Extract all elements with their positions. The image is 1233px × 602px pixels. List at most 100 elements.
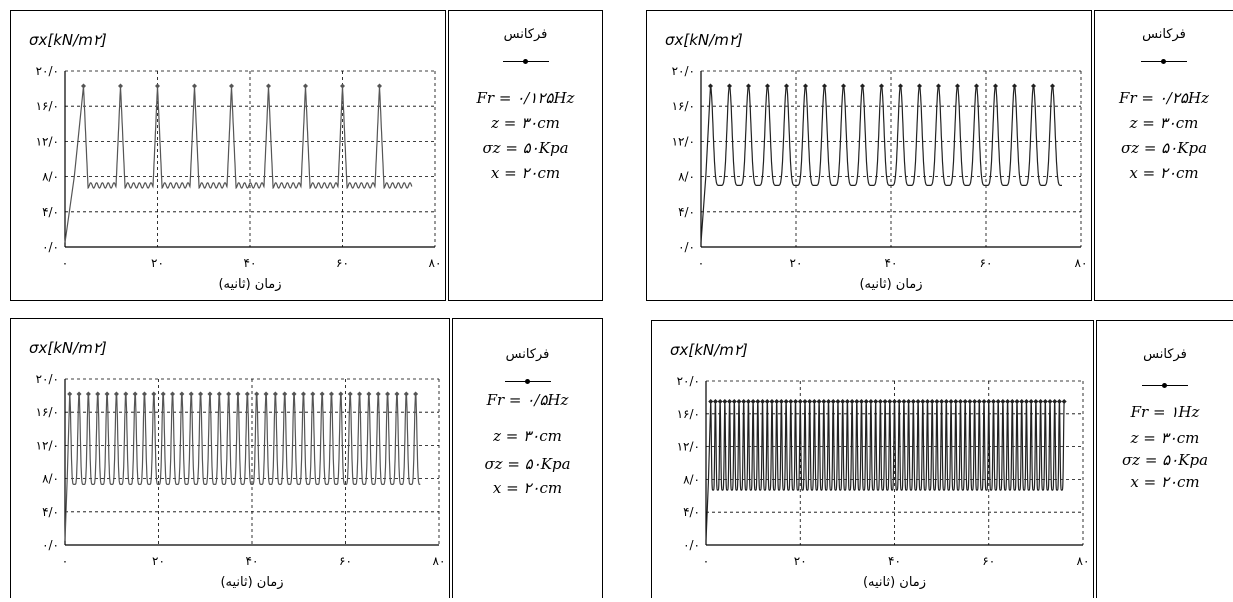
legend-series-marker [1141, 59, 1187, 64]
series-marker [413, 391, 419, 397]
y-tick-label: ۴/۰ [42, 205, 59, 219]
series-marker [811, 399, 817, 404]
y-tick-label: ۱۲/۰ [36, 438, 59, 452]
x-tick-label: ۸۰ [433, 554, 446, 568]
x-tick-label: ۶۰ [980, 256, 993, 270]
legend-title: فرکانس [1143, 347, 1187, 362]
y-tick-label: ۰/۰ [678, 240, 695, 254]
series-marker [303, 83, 308, 89]
series-marker [727, 399, 733, 404]
legend-stress: σz = ۵۰Kpa [484, 455, 571, 473]
series-marker [319, 391, 325, 397]
series-marker [1042, 399, 1048, 404]
series-marker [1000, 399, 1006, 404]
series-marker [981, 399, 987, 404]
series-marker [394, 391, 400, 397]
series-marker [755, 399, 761, 404]
y-tick-label: ۱۲/۰ [677, 440, 700, 454]
series-marker [920, 399, 926, 404]
series-marker [957, 399, 963, 404]
series-marker [179, 391, 185, 397]
series-marker [896, 399, 902, 404]
series-marker [793, 399, 799, 404]
series-marker [868, 399, 874, 404]
series-marker [995, 399, 1001, 404]
series-marker [879, 83, 884, 89]
chart-4: σx[kN/m۲] ۰/۰ ۴/۰ ۸/۰ ۱۲/۰ ۱۶/۰ ۲۰/۰ ۰ ۲۰ ۴۰ ۶۰ ۸۰ ز… [670, 341, 1089, 590]
series-marker [741, 399, 747, 404]
legend-stress: σz = ۵۰Kpa [482, 139, 569, 157]
x-tick-label: ۸۰ [429, 256, 442, 270]
series-marker [67, 391, 73, 397]
series-marker [113, 391, 119, 397]
series-marker [76, 391, 82, 397]
series-marker [300, 391, 306, 397]
series-marker [934, 399, 940, 404]
series-marker [936, 83, 941, 89]
series-marker [188, 391, 194, 397]
y-tick-label: ۸/۰ [42, 170, 59, 184]
legend-panel-3: فرکانس Fr = ۰/۵Hz z = ۳۰cm σz = ۵۰Kpa x … [452, 318, 603, 598]
series-marker [244, 391, 250, 397]
legend-distance: x = ۲۰cm [490, 164, 561, 182]
legend-distance: x = ۲۰cm [1129, 164, 1199, 182]
series-marker [160, 391, 166, 397]
legend-depth: z = ۳۰cm [493, 427, 562, 445]
series-marker [948, 399, 954, 404]
x-tick-label: ۲۰ [790, 256, 803, 270]
x-tick-label: ۲۰ [794, 554, 807, 568]
y-tick-label: ۸/۰ [678, 170, 695, 184]
series-marker [803, 83, 808, 89]
series-marker [910, 399, 916, 404]
series-marker [835, 399, 841, 404]
x-tick-label: ۲۰ [151, 256, 164, 270]
series-marker [727, 83, 732, 89]
x-tick-label: ۴۰ [246, 554, 259, 568]
y-tick-label: ۱۶/۰ [677, 407, 700, 421]
x-tick-label: ۸۰ [1075, 256, 1088, 270]
legend-frequency: Fr = ۰/۵Hz [486, 391, 569, 409]
series-marker [769, 399, 775, 404]
series-marker [207, 391, 213, 397]
series-marker [340, 83, 345, 89]
series-marker [990, 399, 996, 404]
legend-series-marker [502, 59, 549, 64]
series-marker [826, 399, 832, 404]
series-marker [972, 399, 978, 404]
series-marker [764, 399, 770, 404]
series-marker [822, 83, 827, 89]
legend-frequency: Fr = ۰/۲۵Hz [1119, 89, 1209, 107]
chart-panel-3: σx[kN/m۲] ۰/۰ ۴/۰ ۸/۰ ۱۲/۰ ۱۶/۰ ۲۰/۰ ۰ ۲۰ ۴۰ ۶۰ ۸۰ ز… [10, 318, 450, 598]
series-marker [783, 399, 789, 404]
legend-panel-1: فرکانس Fr = ۰/۱۲۵Hz z = ۳۰cm σz = ۵۰Kpa … [448, 10, 603, 301]
legend-panel-2: فرکانس Fr = ۰/۲۵Hz z = ۳۰cm σz = ۵۰Kpa x… [1094, 10, 1233, 301]
y-tick-label: ۰/۰ [42, 538, 59, 552]
x-tick-label: ۶۰ [339, 554, 352, 568]
chart-2: σx[kN/m۲] ۰/۰ ۴/۰ ۸/۰ ۱۲/۰ ۱۶/۰ ۲۰/۰ ۰ ۲۰ ۴۰ ۶۰ ۸۰ ز… [665, 31, 1088, 292]
series-marker [943, 399, 949, 404]
y-tick-label: ۸/۰ [42, 472, 59, 486]
series-marker [1028, 399, 1034, 404]
series-marker [291, 391, 297, 397]
series-marker [708, 399, 714, 404]
x-tick-label: ۴۰ [888, 554, 901, 568]
series-marker [272, 391, 278, 397]
series-marker [849, 399, 855, 404]
x-axis-label: زمان (ثانیه) [218, 277, 281, 292]
y-axis-label: σx[kN/m۲] [670, 341, 748, 359]
x-tick-label: ۴۰ [885, 256, 898, 270]
legend-frequency: Fr = ۱Hz [1130, 403, 1200, 421]
series-marker [216, 391, 222, 397]
series-marker [830, 399, 836, 404]
series-marker [1033, 399, 1039, 404]
y-tick-label: ۸/۰ [683, 472, 700, 486]
chart-1: σx[kN/m۲] ۰/۰ ۴/۰ ۸/۰ ۱۲/۰ ۱۶/۰ ۲۰/۰ ۰ ۲۰ ۴۰ ۶۰ ۸۰ ز… [29, 31, 442, 292]
chart-panel-2: σx[kN/m۲] ۰/۰ ۴/۰ ۸/۰ ۱۲/۰ ۱۶/۰ ۲۰/۰ ۰ ۲۰ ۴۰ ۶۰ ۸۰ ز… [646, 10, 1092, 301]
series-marker [385, 391, 391, 397]
series-marker [254, 391, 260, 397]
series-marker [310, 391, 316, 397]
series-marker [774, 399, 780, 404]
series-marker [974, 83, 979, 89]
series-marker [882, 399, 888, 404]
series-marker [898, 83, 903, 89]
